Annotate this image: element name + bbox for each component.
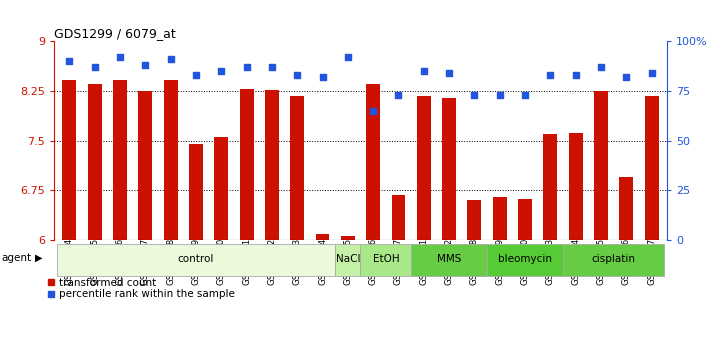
Text: MMS: MMS bbox=[437, 254, 461, 264]
Bar bbox=[164, 80, 177, 240]
Text: GSM40719: GSM40719 bbox=[191, 238, 200, 285]
Bar bbox=[569, 133, 583, 240]
Text: GSM40720: GSM40720 bbox=[217, 238, 226, 285]
Text: GSM40716: GSM40716 bbox=[115, 238, 125, 285]
Text: GSM40717: GSM40717 bbox=[141, 238, 150, 285]
Bar bbox=[518, 199, 532, 240]
Point bbox=[621, 75, 632, 80]
Bar bbox=[392, 195, 405, 240]
Point bbox=[241, 65, 252, 70]
Text: GSM40724: GSM40724 bbox=[318, 238, 327, 285]
Point bbox=[596, 65, 607, 70]
Text: GSM40736: GSM40736 bbox=[622, 238, 631, 285]
Text: agent: agent bbox=[1, 253, 32, 263]
Bar bbox=[88, 85, 102, 240]
Point bbox=[519, 92, 531, 98]
Text: GSM40727: GSM40727 bbox=[394, 238, 403, 285]
Text: GSM40731: GSM40731 bbox=[420, 238, 428, 285]
Text: GDS1299 / 6079_at: GDS1299 / 6079_at bbox=[54, 27, 176, 40]
Bar bbox=[645, 96, 659, 240]
Text: GSM40723: GSM40723 bbox=[293, 238, 301, 285]
Text: bleomycin: bleomycin bbox=[498, 254, 552, 264]
Point bbox=[393, 92, 404, 98]
Bar bbox=[341, 236, 355, 240]
Bar bbox=[487, 244, 563, 276]
Point bbox=[291, 72, 303, 78]
Bar bbox=[335, 244, 360, 276]
Point bbox=[494, 92, 505, 98]
Text: NaCl: NaCl bbox=[335, 254, 360, 264]
Text: GSM40730: GSM40730 bbox=[521, 238, 530, 285]
Point bbox=[443, 70, 455, 76]
Text: GSM40721: GSM40721 bbox=[242, 238, 251, 285]
Point bbox=[544, 72, 556, 78]
Point bbox=[266, 65, 278, 70]
Text: GSM40718: GSM40718 bbox=[166, 238, 175, 285]
Bar bbox=[619, 177, 633, 240]
Bar bbox=[239, 89, 254, 240]
Bar bbox=[291, 96, 304, 240]
Text: GSM40734: GSM40734 bbox=[571, 238, 580, 285]
Bar bbox=[62, 80, 76, 240]
Bar bbox=[467, 200, 482, 240]
Bar bbox=[442, 98, 456, 240]
Text: cisplatin: cisplatin bbox=[592, 254, 636, 264]
Bar bbox=[544, 134, 557, 240]
Point bbox=[190, 72, 202, 78]
Bar bbox=[360, 244, 411, 276]
Text: ▶: ▶ bbox=[35, 253, 42, 263]
Bar bbox=[366, 85, 380, 240]
Point bbox=[469, 92, 480, 98]
Text: GSM40729: GSM40729 bbox=[495, 238, 504, 285]
Bar bbox=[316, 235, 329, 240]
Text: GSM40737: GSM40737 bbox=[647, 238, 656, 285]
Bar bbox=[417, 96, 430, 240]
Point bbox=[418, 68, 430, 74]
Text: GSM40725: GSM40725 bbox=[343, 238, 353, 285]
Point bbox=[317, 75, 328, 80]
Text: GSM40735: GSM40735 bbox=[596, 238, 606, 285]
Point bbox=[63, 59, 75, 64]
Point bbox=[89, 65, 100, 70]
Text: GSM40726: GSM40726 bbox=[368, 238, 378, 285]
Bar bbox=[563, 244, 664, 276]
Legend: transformed count, percentile rank within the sample: transformed count, percentile rank withi… bbox=[47, 278, 235, 299]
Bar bbox=[189, 144, 203, 240]
Point bbox=[114, 55, 125, 60]
Point bbox=[139, 62, 151, 68]
Bar bbox=[493, 197, 507, 240]
Point bbox=[216, 68, 227, 74]
Point bbox=[570, 72, 582, 78]
Bar bbox=[113, 80, 127, 240]
Text: GSM40714: GSM40714 bbox=[65, 238, 74, 285]
Bar bbox=[57, 244, 335, 276]
Point bbox=[368, 108, 379, 114]
Point bbox=[646, 70, 658, 76]
Text: GSM40715: GSM40715 bbox=[90, 238, 99, 285]
Text: GSM40733: GSM40733 bbox=[546, 238, 555, 285]
Point bbox=[342, 55, 353, 60]
Text: GSM40728: GSM40728 bbox=[470, 238, 479, 285]
Bar bbox=[594, 91, 608, 240]
Bar bbox=[265, 90, 279, 240]
Text: GSM40722: GSM40722 bbox=[267, 238, 276, 285]
Bar bbox=[214, 137, 228, 240]
Bar bbox=[411, 244, 487, 276]
Text: control: control bbox=[177, 254, 214, 264]
Point bbox=[165, 57, 177, 62]
Text: GSM40732: GSM40732 bbox=[445, 238, 454, 285]
Text: EtOH: EtOH bbox=[373, 254, 399, 264]
Bar bbox=[138, 91, 152, 240]
